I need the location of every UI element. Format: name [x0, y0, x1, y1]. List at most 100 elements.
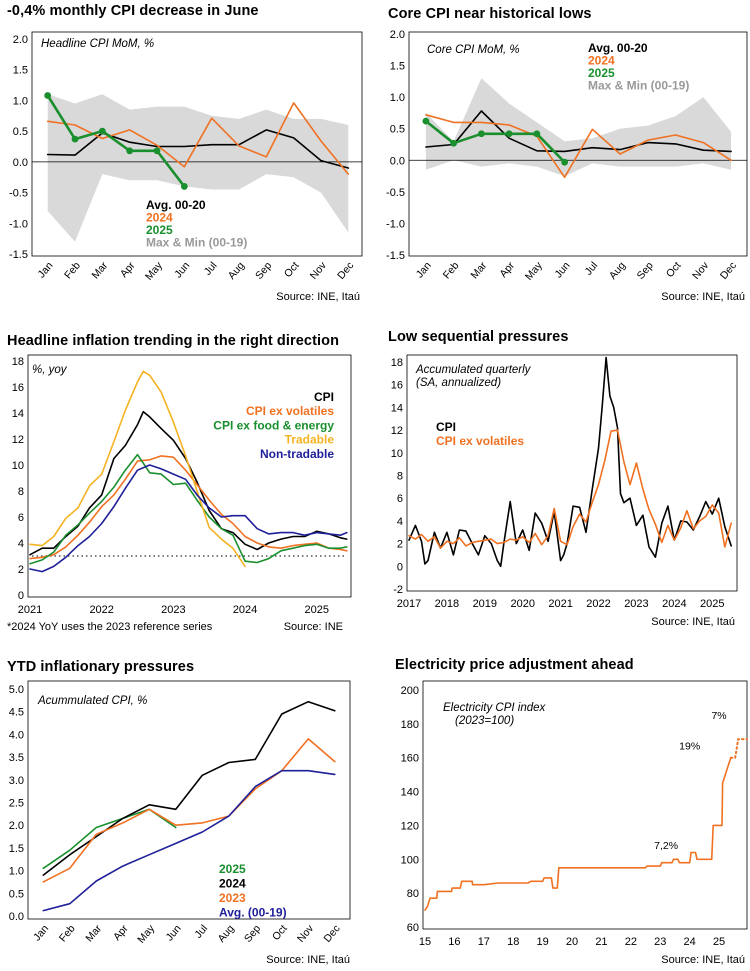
legend-entry: 2023 [219, 891, 246, 905]
chart-core-mom: 2.0 1.5 1.0 0.5 0.0 -0.5 -1.0 -1.5 Jan Feb Mar Apr M… [386, 29, 748, 303]
x-tick-label: 17 [478, 936, 490, 948]
chart-panel-sequential: Low sequential pressures 18 16 14 12 10 8 6 4 2 0… [375, 325, 750, 645]
plot-frame [31, 31, 363, 257]
x-tick-label: 16 [448, 936, 460, 948]
legend-entry: Max & Min (00-19) [588, 79, 689, 93]
y-tick-label: 12 [391, 425, 403, 437]
y-tick-label: 0.5 [390, 124, 405, 136]
y-tick-label: 4 [397, 516, 403, 528]
y-tick-label: 80 [407, 888, 419, 900]
x-tick-label: May [135, 922, 157, 945]
series-point [71, 135, 79, 143]
panel-subtitle: Electricity CPI index [443, 702, 547, 714]
x-tick-label: 2024 [233, 604, 257, 616]
x-tick-label: Feb [62, 260, 83, 282]
y-tick-label: 14 [391, 402, 403, 414]
x-tick-label: Jan [36, 260, 56, 281]
x-tick-label: Nov [308, 259, 330, 282]
x-tick-label: 2020 [510, 598, 534, 610]
series-point [450, 139, 458, 147]
y-tick-label: 16 [391, 380, 403, 392]
series-point [422, 117, 430, 125]
x-tick-label: Apr [118, 259, 138, 280]
y-tick-label: -1.5 [9, 249, 28, 261]
y-tick-label: 100 [401, 854, 419, 866]
series-point [180, 183, 188, 190]
series-line-2 [46, 94, 186, 188]
y-tick-label: 0.5 [13, 126, 28, 138]
y-tick-label: 2.5 [9, 798, 24, 810]
x-tick-label: Sep [253, 260, 274, 282]
series-line-4 [29, 464, 348, 573]
series-line-0 [29, 410, 348, 556]
x-tick-label: Jul [582, 260, 600, 278]
panel-subtitle: Accumulated quarterly [415, 364, 532, 376]
series-line-2 [424, 119, 566, 164]
legend-entry: CPI [314, 390, 334, 404]
y-tick-label: 4 [18, 538, 24, 550]
y-tick-label: 6 [397, 493, 403, 505]
legend-entry: 2024 [219, 877, 246, 891]
x-tick-label: Aug [215, 923, 236, 945]
panel-subtitle: Core CPI MoM, % [427, 44, 520, 56]
chart-title: Core CPI near historical lows [388, 6, 592, 22]
x-tick-label: 2017 [397, 598, 421, 610]
x-tick-label: Mar [468, 259, 489, 281]
x-tick-label: 24 [684, 936, 696, 948]
x-tick-label: 22 [625, 936, 637, 948]
series-point [533, 130, 541, 138]
x-tick-label: Jun [164, 923, 184, 944]
x-tick-label: Apr [497, 259, 517, 280]
series-point [44, 92, 52, 99]
y-tick-label: 60 [407, 922, 419, 934]
chart-title: YTD inflationary pressures [7, 659, 195, 675]
x-tick-label: Dec [718, 260, 739, 282]
legend-entry: 2025 [219, 862, 246, 876]
source-note: Source: INE, Itaú [651, 616, 735, 628]
source-note: Source: INE, Itaú [661, 954, 745, 966]
y-tick-label: 5.0 [9, 684, 24, 696]
chart-panel-headline-yoy: Headline inflation trending in the right… [0, 325, 375, 645]
y-tick-label: 1.0 [390, 92, 405, 104]
chart-sequential: 18 16 14 12 10 8 6 4 2 0 -2 2017 2018 2019 2020 2021 202… [391, 354, 738, 628]
x-tick-label: Mar [83, 922, 104, 944]
chart-title: Electricity price adjustment ahead [395, 657, 634, 673]
series-line-2 [29, 453, 348, 565]
legend-entry: Max & Min (00-19) [146, 236, 247, 250]
series-line-0 [424, 756, 732, 911]
y-tick-label: 10 [12, 460, 24, 472]
y-tick-label: 2.0 [390, 29, 405, 41]
y-tick-label: 8 [18, 486, 24, 498]
x-tick-label: Aug [226, 260, 247, 282]
x-tick-label: Apr [111, 922, 131, 943]
y-tick-label: 2.0 [13, 34, 28, 46]
chart-title: Headline inflation trending in the right… [7, 333, 340, 349]
x-tick-label: 19 [537, 936, 549, 948]
y-tick-label: 160 [401, 753, 419, 765]
chart-title: -0,4% monthly CPI decrease in June [7, 3, 259, 19]
x-tick-label: Jun [172, 260, 192, 281]
legend-entry: 2025 [588, 66, 615, 80]
x-tick-label: 2024 [662, 598, 686, 610]
series-line-1 [29, 455, 348, 560]
legend-entry: 2025 [146, 223, 173, 237]
y-tick-label: 120 [401, 820, 419, 832]
legend-entry: CPI ex volatiles [246, 404, 334, 418]
panel-subtitle-2: (2023=100) [455, 715, 514, 727]
series-line-3 [29, 370, 246, 568]
series-line-1 [729, 738, 748, 759]
chart-panel-headline-mom: -0,4% monthly CPI decrease in June 2.0 1.… [0, 0, 375, 320]
x-tick-label: Oct [664, 260, 684, 280]
x-tick-label: 21 [595, 936, 607, 948]
y-tick-label: -2 [393, 584, 403, 596]
series-line-2 [42, 738, 336, 883]
x-tick-label: 2019 [473, 598, 497, 610]
x-tick-label: Oct [282, 260, 302, 280]
y-tick-label: 3.5 [9, 752, 24, 764]
panel-subtitle: %, yoy [32, 364, 68, 376]
series-line-1 [425, 114, 732, 179]
chart-headline-yoy: 18 16 14 12 10 8 6 4 2 0 2021 2022 2023 2024 2025 %, yo… [7, 354, 352, 633]
y-tick-label: 16 [12, 382, 24, 394]
chart-title: Low sequential pressures [388, 329, 569, 345]
y-tick-label: 10 [391, 448, 403, 460]
